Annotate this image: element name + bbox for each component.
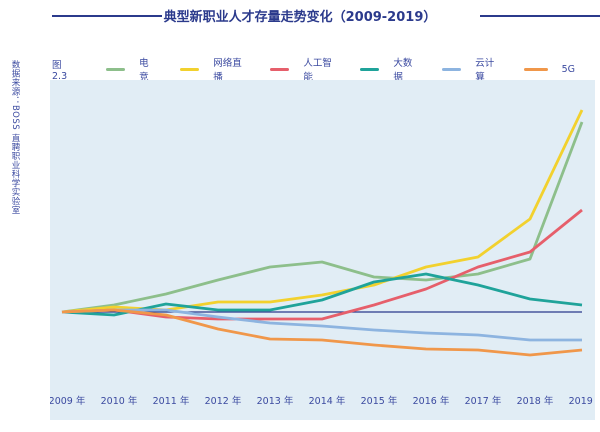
line-chart: 2009 年 2010 年 2011 年 2012 年 2013 年 2014 年 2015… xyxy=(50,109,595,407)
legend-swatch xyxy=(359,67,380,71)
title-rule-right xyxy=(480,15,600,17)
series-line-大数据 xyxy=(61,272,583,317)
legend-swatch xyxy=(269,67,290,71)
legend-swatch xyxy=(105,67,126,71)
legend-swatch xyxy=(523,67,548,71)
chart-title: 典型新职业人才存量走势变化（2009-2019） xyxy=(163,10,437,25)
series-line-网络直播 xyxy=(61,109,584,314)
x-tick-label: 2019 年 xyxy=(569,395,595,407)
series-line-5G xyxy=(61,308,583,357)
legend-item: 电竞 xyxy=(105,55,155,83)
legend-label: 大数据 xyxy=(393,58,413,83)
x-tick-label: 2018 年 xyxy=(517,395,554,407)
data-source-note: 数据来源：BOSS 直聘职业科学实验室 xyxy=(10,60,20,215)
x-tick-label: 2014 年 xyxy=(309,395,346,407)
legend-swatch xyxy=(179,67,200,71)
x-tick-label: 2015 年 xyxy=(361,395,398,407)
legend-item: 人工智能 xyxy=(269,55,335,83)
x-tick-label: 2009 年 xyxy=(50,395,86,407)
legend-label: 网络直播 xyxy=(213,58,242,83)
title-rule-left xyxy=(52,15,162,17)
legend-swatch xyxy=(441,67,462,71)
plot-area: 2009 年 2010 年 2011 年 2012 年 2013 年 2014 年 2015… xyxy=(50,80,595,420)
x-tick-label: 2010 年 xyxy=(101,395,138,407)
x-tick-label: 2017 年 xyxy=(465,395,502,407)
legend: 图 2.3 电竞 网络直播 人工智能 大数据 云计算 5G xyxy=(52,55,600,83)
legend-item: 网络直播 xyxy=(179,55,245,83)
legend-item: 5G xyxy=(523,63,575,75)
legend-label: 人工智能 xyxy=(303,58,332,83)
x-tick-label: 2012 年 xyxy=(205,395,242,407)
legend-label: 5G xyxy=(561,63,575,75)
x-tick-label: 2016 年 xyxy=(413,395,450,407)
series-line-人工智能 xyxy=(61,208,583,321)
series-line-云计算 xyxy=(61,308,582,342)
figure-label: 图 2.3 xyxy=(52,59,68,82)
legend-item: 大数据 xyxy=(359,55,417,83)
x-tick-label: 2011 年 xyxy=(153,395,190,407)
legend-item: 云计算 xyxy=(441,55,499,83)
series-line-电竞 xyxy=(61,121,584,314)
legend-label: 电竞 xyxy=(139,58,149,83)
x-tick-label: 2013 年 xyxy=(257,395,294,407)
legend-label: 云计算 xyxy=(475,58,495,83)
